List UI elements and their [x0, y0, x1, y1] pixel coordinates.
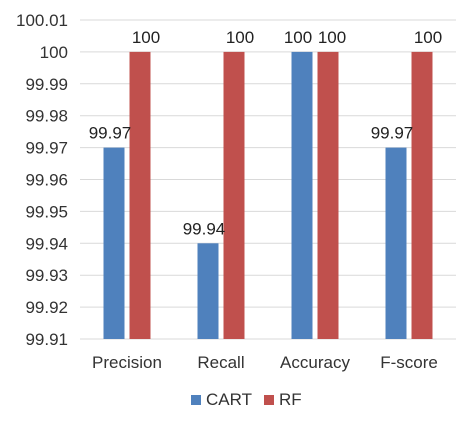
y-tick-label: 100.01 [16, 11, 68, 30]
x-category-label: Recall [197, 353, 244, 372]
legend-item-rf: RF [264, 390, 302, 409]
bar-cart-precision [103, 147, 125, 339]
x-category-label: Accuracy [280, 353, 350, 372]
bar-rf-recall [223, 51, 245, 340]
bar-rf-precision [129, 51, 151, 340]
bar-cart-accuracy [291, 51, 313, 340]
y-tick-label: 99.93 [25, 266, 68, 285]
y-tick-label: 100 [40, 43, 68, 62]
bar-cart-recall [197, 243, 219, 339]
data-label-rf-accuracy: 100 [318, 28, 346, 47]
y-tick-label: 99.99 [25, 75, 68, 94]
y-tick-label: 99.91 [25, 330, 68, 349]
y-tick-label: 99.94 [25, 234, 68, 253]
x-category-label: F-score [380, 353, 438, 372]
bar-cart-f-score [385, 147, 407, 339]
y-tick-label: 99.95 [25, 202, 68, 221]
y-tick-label: 99.96 [25, 171, 68, 190]
legend-label-rf: RF [279, 390, 302, 409]
y-tick-label: 99.92 [25, 298, 68, 317]
data-labels: 99.97 100 99.94 100 100 100 99.97 100 [89, 28, 442, 238]
data-label-cart-f-score: 99.97 [371, 124, 414, 143]
y-axis-tick-labels: 99.91 99.92 99.93 99.94 99.95 99.96 99.97 99.98… [16, 11, 68, 349]
data-label-cart-accuracy: 100 [284, 28, 312, 47]
x-category-label: Precision [92, 353, 162, 372]
legend-swatch-cart [191, 395, 201, 405]
bars [103, 51, 433, 340]
bar-rf-accuracy [317, 51, 339, 340]
y-tick-label: 99.98 [25, 107, 68, 126]
data-label-cart-recall: 99.94 [183, 219, 226, 238]
bar-rf-f-score [411, 51, 433, 340]
legend-label-cart: CART [206, 390, 252, 409]
data-label-rf-precision: 100 [132, 28, 160, 47]
y-tick-label: 99.97 [25, 139, 68, 158]
data-label-rf-recall: 100 [226, 28, 254, 47]
legend-swatch-rf [264, 395, 274, 405]
legend-item-cart: CART [191, 390, 252, 409]
data-label-cart-precision: 99.97 [89, 124, 132, 143]
data-label-rf-f-score: 100 [414, 28, 442, 47]
legend: CART RF [191, 390, 302, 409]
x-axis-category-labels: Precision Recall Accuracy F-score [92, 353, 438, 372]
